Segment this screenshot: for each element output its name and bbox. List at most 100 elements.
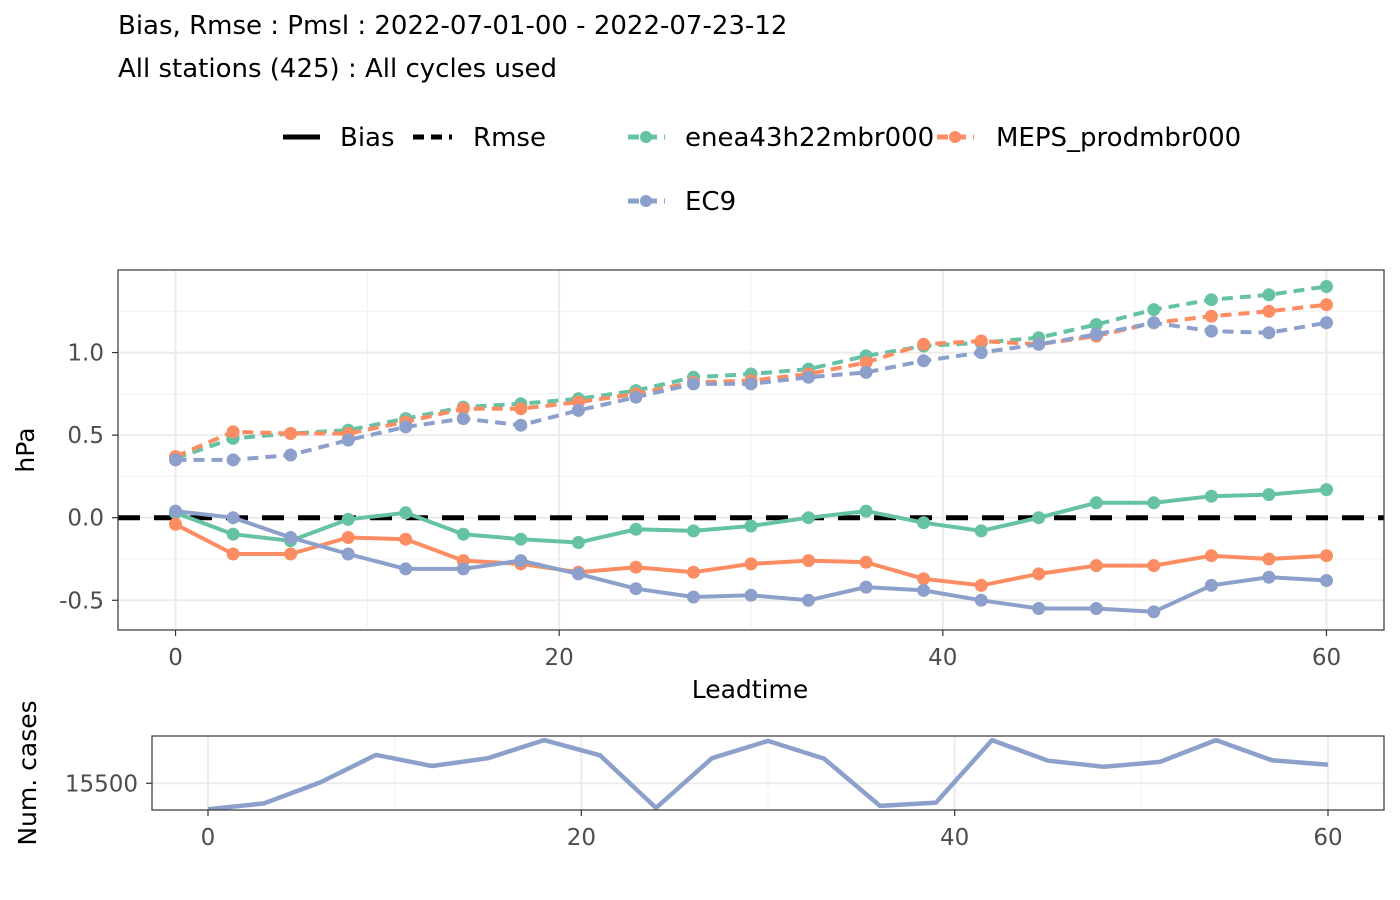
legend-label-rmse: Rmse bbox=[473, 123, 546, 153]
ec9-rmse-point bbox=[284, 448, 298, 462]
panel-border bbox=[151, 735, 1385, 811]
ec9-rmse-point bbox=[571, 403, 585, 417]
enea43h22mbr000-bias-point bbox=[802, 511, 815, 525]
meps-prodmbr000-bias-point bbox=[917, 572, 931, 586]
ec9-rmse-point bbox=[687, 377, 700, 391]
ec9-bias-point bbox=[1147, 605, 1161, 619]
y-tick-label: 0.0 bbox=[67, 506, 104, 532]
enea43h22mbr000-bias-point bbox=[974, 524, 988, 538]
enea43h22mbr000-bias-point bbox=[1032, 511, 1046, 525]
enea43h22mbr000-bias-point bbox=[744, 519, 758, 533]
ec9-bias-point bbox=[629, 582, 643, 596]
ec9-rmse-point bbox=[744, 377, 758, 391]
ec9-rmse-point bbox=[341, 433, 355, 447]
y-tick-label: 1.0 bbox=[67, 341, 104, 367]
x-tick-label: 20 bbox=[567, 825, 596, 851]
ec9-rmse-point bbox=[917, 354, 931, 368]
meps-prodmbr000-rmse-point bbox=[514, 402, 528, 416]
ec9-rmse-point bbox=[399, 420, 413, 434]
enea43h22mbr000-bias-point bbox=[1147, 496, 1161, 510]
y-tick-label: 0.5 bbox=[67, 423, 104, 449]
meps-prodmbr000-rmse-point bbox=[917, 337, 931, 351]
legend-marker-enea43h22mbr000 bbox=[640, 131, 652, 143]
x-tick-label: 60 bbox=[1313, 825, 1342, 851]
x-tick-label: 60 bbox=[1312, 645, 1341, 671]
enea43h22mbr000-rmse-point bbox=[1204, 293, 1218, 307]
meps-prodmbr000-rmse-point bbox=[284, 427, 298, 440]
x-axis-title: Leadtime bbox=[692, 675, 809, 704]
enea43h22mbr000-bias-point bbox=[687, 524, 700, 538]
meps-prodmbr000-rmse-point bbox=[1320, 298, 1333, 312]
meps-prodmbr000-bias-point bbox=[629, 560, 643, 574]
meps-prodmbr000-bias-point bbox=[226, 547, 240, 561]
ec9-rmse-point bbox=[1204, 324, 1218, 338]
ec9-rmse-point bbox=[1262, 326, 1276, 340]
ec9-bias-point bbox=[744, 588, 758, 602]
panel-border bbox=[117, 269, 1385, 631]
legend-item-ec9: EC9 bbox=[628, 187, 736, 217]
meps-prodmbr000-bias-point bbox=[1147, 559, 1161, 573]
meps-prodmbr000-bias-point bbox=[341, 531, 355, 544]
meps-prodmbr000-bias-point bbox=[1204, 549, 1218, 563]
ec9-rmse-point bbox=[629, 390, 643, 404]
plot-area bbox=[118, 280, 1384, 619]
legend-item-bias: Bias bbox=[283, 123, 395, 153]
enea43h22mbr000-rmse-point bbox=[1262, 288, 1276, 302]
legend-item-enea43h22mbr000: enea43h22mbr000 bbox=[628, 123, 934, 153]
ec9-bias-point bbox=[1262, 570, 1276, 584]
ec9-bias-point bbox=[859, 580, 873, 594]
meps-prodmbr000-bias-point bbox=[687, 565, 700, 579]
meps-prodmbr000-rmse-point bbox=[1262, 304, 1276, 318]
enea43h22mbr000-bias-point bbox=[399, 506, 413, 520]
enea43h22mbr000-rmse-point bbox=[1147, 303, 1161, 317]
ec9-rmse-point bbox=[456, 412, 470, 426]
ec9-bias-point bbox=[514, 554, 528, 568]
enea43h22mbr000-bias-point bbox=[1262, 488, 1276, 502]
meps-prodmbr000-bias-point bbox=[1032, 567, 1046, 581]
ec9-bias-point bbox=[1320, 574, 1333, 587]
enea43h22mbr000-bias-point bbox=[456, 527, 470, 541]
enea43h22mbr000-bias-point bbox=[226, 527, 240, 541]
ec9-bias-point bbox=[1032, 602, 1046, 615]
enea43h22mbr000-bias-point bbox=[571, 536, 585, 549]
ec9-bias-point bbox=[802, 593, 815, 607]
x-tick-label: 0 bbox=[201, 825, 216, 851]
ec9-bias-point bbox=[456, 562, 470, 576]
meps-prodmbr000-bias-point bbox=[802, 554, 815, 568]
meps-prodmbr000-rmse-point bbox=[226, 425, 240, 439]
meps-prodmbr000-rmse-point bbox=[859, 356, 873, 369]
ec9-rmse-point bbox=[514, 418, 528, 432]
ec9-rmse-point bbox=[1147, 316, 1161, 330]
ec9-bias-point bbox=[284, 531, 298, 544]
meps-prodmbr000-bias-point bbox=[974, 578, 988, 592]
meps-prodmbr000-rmse-point bbox=[974, 334, 988, 348]
meps-prodmbr000-bias-point bbox=[1320, 549, 1333, 563]
ec9-rmse-point bbox=[974, 346, 988, 360]
enea43h22mbr000-rmse-point bbox=[1320, 280, 1333, 293]
ec9-bias-point bbox=[1089, 602, 1103, 615]
ec9-rmse-point bbox=[1320, 316, 1333, 330]
ec9-bias-point bbox=[399, 562, 413, 576]
x-tick-label: 0 bbox=[168, 645, 183, 671]
meps-prodmbr000-rmse-point bbox=[1204, 309, 1218, 323]
legend-label-bias: Bias bbox=[340, 123, 395, 153]
ec9-bias-point bbox=[341, 547, 355, 561]
x-tick-label: 40 bbox=[928, 645, 957, 671]
legend-item-rmse: Rmse bbox=[413, 123, 546, 153]
enea43h22mbr000-bias-point bbox=[341, 512, 355, 526]
plot-subtitle: All stations (425) : All cycles used bbox=[118, 54, 557, 84]
legend-marker-meps-prodmbr000 bbox=[949, 131, 961, 143]
ec9-line bbox=[207, 737, 1329, 810]
enea43h22mbr000-bias-point bbox=[859, 504, 873, 518]
legend-label-enea43h22mbr000: enea43h22mbr000 bbox=[685, 123, 934, 153]
ec9-rmse-point bbox=[802, 370, 815, 384]
num-cases-axis-title: Num. cases bbox=[13, 700, 42, 845]
ec9-bias-point bbox=[917, 583, 931, 597]
bias-rmse-panel: 0 20 40 60 -0.5 0.0 0.5 1.0 bbox=[59, 269, 1385, 671]
enea43h22mbr000-bias-point bbox=[1204, 489, 1218, 503]
legend: Bias Rmse enea43h22mbr000 MEPS_prodmbr00… bbox=[283, 123, 1241, 217]
meps-prodmbr000-bias-point bbox=[1262, 552, 1276, 566]
ec9-rmse-point bbox=[169, 453, 182, 467]
enea43h22mbr000-bias-point bbox=[1089, 496, 1103, 510]
